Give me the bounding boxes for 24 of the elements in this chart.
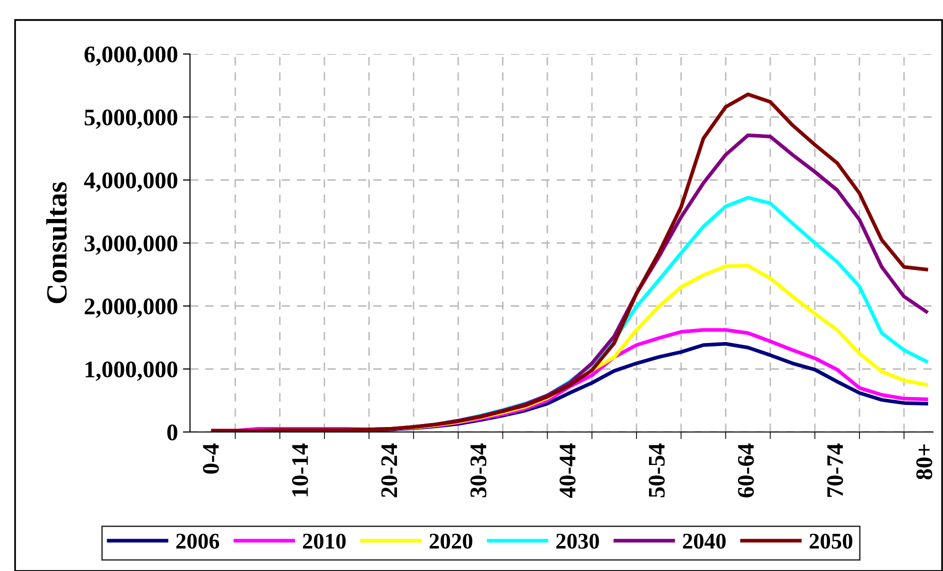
legend-label: 2050	[810, 534, 852, 549]
legend-label: 2010	[302, 534, 346, 549]
legend-label: 2040	[682, 534, 726, 549]
x-tick-label: 0-4	[202, 444, 219, 474]
legend-label: 2020	[430, 534, 472, 549]
y-tick-label: 1,000,000	[86, 361, 178, 381]
x-tick-label: 10-14	[292, 444, 308, 496]
y-tick-label: 2,000,000	[84, 298, 178, 318]
y-tick-label: 4,000,000	[84, 172, 178, 192]
y-tick-label: 5,000,000	[84, 109, 178, 129]
line-series	[211, 92, 928, 432]
y-tick-label: 6,000,000	[84, 46, 178, 66]
x-tick-label: 30-34	[470, 444, 486, 498]
x-tick-label: 70-74	[827, 444, 844, 497]
y-tick-label: 3,000,000	[84, 235, 178, 255]
x-tick-label: 80+	[916, 444, 932, 480]
x-tick-label: 40-44	[560, 444, 576, 498]
x-tick-label: 50-54	[648, 444, 665, 498]
x-tick-label: 20-24	[381, 444, 398, 498]
y-tick-label: 0	[167, 424, 178, 440]
legend-label: 2030	[556, 534, 599, 549]
y-axis-title: Consultas	[46, 182, 67, 304]
x-tick-label: 60-64	[738, 444, 754, 498]
legend-label: 2006	[176, 534, 220, 549]
